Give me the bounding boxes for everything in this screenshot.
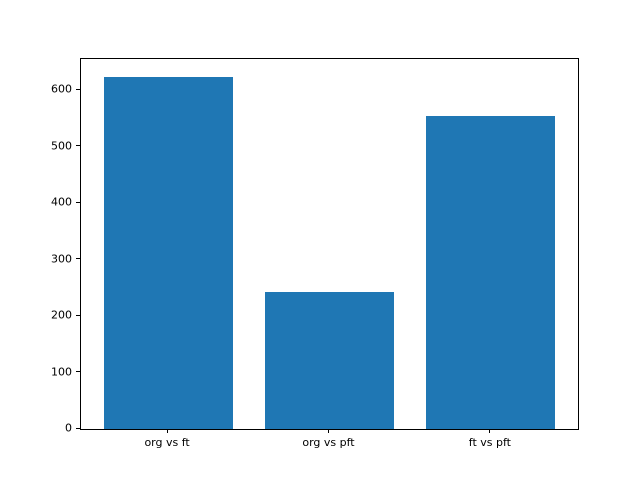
x-tick-label: ft vs pft: [468, 436, 511, 449]
y-tick-mark: [76, 201, 80, 203]
y-tick-label: 200: [51, 308, 72, 322]
y-tick-mark: [76, 371, 80, 372]
bar: [265, 291, 395, 429]
y-tick-mark: [76, 88, 80, 90]
x-tick-label: org vs ft: [144, 436, 190, 449]
y-tick-label: 300: [51, 252, 72, 265]
y-tick-label: 500: [51, 139, 72, 153]
y-tick-mark: [76, 258, 80, 259]
x-tick-label: org vs pft: [302, 436, 355, 449]
y-tick-label: 400: [51, 195, 72, 209]
bar: [426, 115, 556, 429]
bar: [103, 77, 233, 429]
y-tick-label: 600: [51, 82, 72, 96]
plot-area: [80, 58, 579, 430]
y-tick-label: 0: [65, 421, 72, 435]
x-tick-mark: [489, 429, 491, 433]
x-tick-mark: [166, 429, 168, 433]
x-tick-mark: [328, 429, 329, 433]
y-tick-mark: [76, 314, 80, 316]
y-tick-mark: [76, 427, 80, 429]
y-tick-label: 100: [51, 365, 72, 378]
y-tick-mark: [76, 145, 80, 147]
